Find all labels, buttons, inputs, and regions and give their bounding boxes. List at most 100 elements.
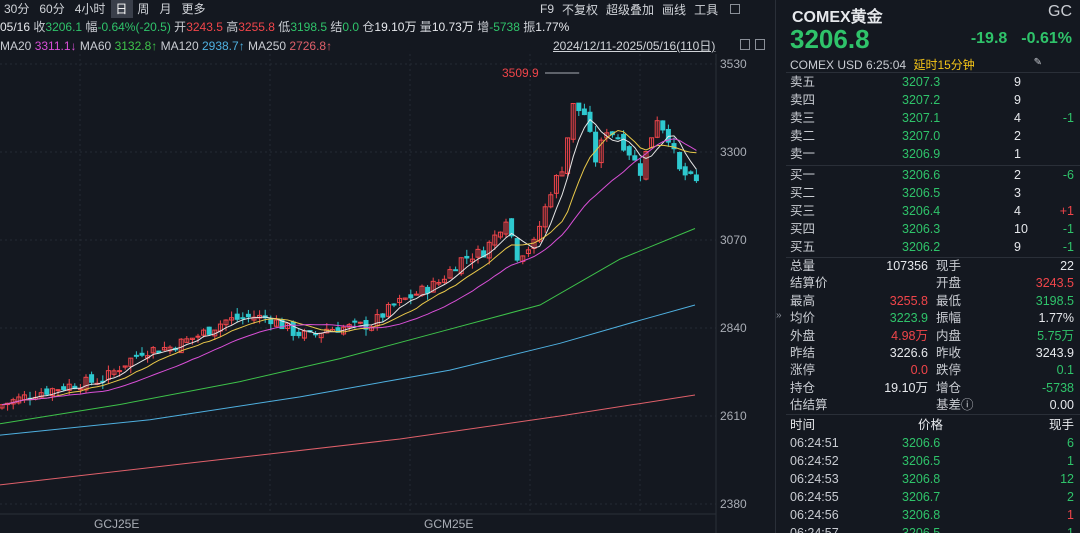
ma120-label: MA120 (160, 39, 199, 53)
edit-icon[interactable]: ✎ (1033, 57, 1042, 68)
bid-level-2[interactable]: 买二 3206.5 3 (786, 184, 1080, 202)
ask-p-cell: 3207.3 (902, 75, 941, 89)
ma5-line (1, 118, 697, 406)
chart-pane[interactable]: 30分 60分 4小时 日 周 月 更多 F9 不复权 超级叠加 画线 工具 0… (0, 0, 775, 533)
tab-30min[interactable]: 30分 (4, 2, 30, 16)
change-value: -19.8 (970, 30, 1008, 47)
ask-l-cell: 卖一 (790, 147, 816, 161)
candle-body (537, 225, 543, 242)
tab-more[interactable]: 更多 (181, 2, 206, 16)
tk-v-cell: 1 (1067, 454, 1074, 468)
candle-body (503, 221, 509, 235)
candle-body (565, 137, 571, 175)
candle-body (413, 293, 419, 296)
candle-body (441, 278, 447, 283)
tk-v-cell: 1 (1067, 508, 1074, 522)
no-adjust-button[interactable]: 不复权 (562, 2, 599, 17)
candle-body (44, 388, 50, 395)
super-overlay-button[interactable]: 超级叠加 (606, 2, 655, 17)
info-vol-label: 量 (419, 20, 432, 34)
candle-body (430, 280, 436, 293)
tab-daily[interactable]: 日 (111, 0, 134, 18)
stats-v2: 3198.5 (1035, 293, 1074, 308)
candle-body (111, 370, 117, 375)
candle-body (570, 103, 576, 140)
candlestick-chart[interactable]: 3530 3300 3070 2840 2610 2380 GCJ25E GCM25E 3509… (0, 54, 775, 533)
bid-v-cell: 4 (1014, 204, 1021, 218)
ask-p-cell: 3207.1 (902, 111, 941, 125)
candle-body (621, 133, 627, 151)
ask-level-3[interactable]: 卖三 3207.1 4 -1 (786, 109, 1080, 127)
quote-meta: COMEX USD 6:25:04 延时15分钟 (790, 56, 975, 73)
candle-body (425, 286, 431, 294)
candle-body (290, 321, 296, 336)
stats-table: 总量 107356 现手 22 结算价 开盘 3243.5 最高 3255.8 最低 3198.5 均… (786, 258, 1080, 415)
divider (786, 72, 1080, 73)
candle-body (486, 241, 492, 259)
tk-t-cell: 06:24:57 (790, 526, 839, 533)
stats-row: 估结算 基差ⓘ 0.00 (786, 397, 1080, 414)
tab-60min[interactable]: 60分 (39, 2, 65, 16)
candle-body (0, 404, 5, 409)
candle-body (195, 335, 201, 338)
ask-p-cell: 3206.9 (902, 147, 941, 161)
instrument-title: COMEX黄金 (792, 9, 883, 26)
ask-level-5[interactable]: 卖一 3206.9 1 (786, 145, 1080, 163)
bid-v-cell: 3 (1014, 186, 1021, 200)
y-tick-label: 3300 (720, 145, 747, 159)
collapse-chevron-icon[interactable]: » (776, 310, 782, 321)
bid-p-cell: 3206.3 (902, 222, 941, 236)
draw-line-button[interactable]: 画线 (662, 2, 687, 17)
info-high-label: 高 (226, 20, 239, 34)
pane-divider[interactable] (775, 0, 776, 533)
tab-4hour[interactable]: 4小时 (74, 2, 106, 16)
ma120-value: 2938.7↑ (201, 39, 245, 53)
bid-level-5[interactable]: 买五 3206.2 9 -1 (786, 238, 1080, 256)
zoom-out-icon[interactable] (740, 39, 750, 50)
tk-v-cell: 12 (1060, 472, 1074, 486)
stats-k2: 昨收 (936, 345, 962, 360)
candle-body (167, 346, 173, 352)
info-settle: 0.0 (342, 20, 360, 34)
info-high: 3255.8 (238, 20, 275, 34)
date-range-selector[interactable]: 2024/12/11-2025/05/16(110日) (553, 39, 716, 53)
ma60-line (0, 228, 696, 425)
stats-row: 结算价 开盘 3243.5 (786, 275, 1080, 292)
ma-legend: MA20 3311.1↓ MA60 3132.8↑ MA120 2938.7↑ … (0, 38, 775, 54)
candle-body (380, 313, 386, 318)
candle-body (559, 171, 565, 177)
candle-body (693, 174, 699, 182)
ask-level-1[interactable]: 卖五 3207.3 9 (786, 73, 1080, 91)
y-tick-label: 3530 (720, 57, 747, 71)
bid-level-3[interactable]: 买三 3206.4 4 +1 (786, 202, 1080, 220)
tab-weekly[interactable]: 周 (137, 2, 150, 16)
ask-p-cell: 3207.0 (902, 129, 941, 143)
candle-body (481, 250, 487, 258)
screen-icon[interactable] (730, 4, 741, 14)
ticks-header-time: 时间 (790, 418, 816, 432)
ask-level-4[interactable]: 卖二 3207.0 2 (786, 127, 1080, 145)
stats-row: 昨结 3226.6 昨收 3243.9 (786, 345, 1080, 362)
bid-level-1[interactable]: 买一 3206.6 2 -6 (786, 166, 1080, 184)
f9-button[interactable]: F9 (540, 2, 555, 16)
ma20-label: MA20 (0, 39, 32, 53)
tk-p-cell: 3206.5 (902, 454, 941, 468)
candle-body (61, 386, 67, 391)
candle-body (397, 297, 403, 304)
info-range: -0.64%(-20.5) (97, 20, 171, 34)
ask-l-cell: 卖二 (790, 129, 816, 143)
tab-monthly[interactable]: 月 (159, 2, 172, 16)
ask-level-2[interactable]: 卖四 3207.2 9 (786, 91, 1080, 109)
candle-body (133, 354, 139, 357)
candle-body (464, 255, 470, 259)
trade-ticks: 时间 价格 现手 06:24:51 3206.6 6 06:24:52 3206.5 1 0… (786, 416, 1080, 533)
ask-l-cell: 卖三 (790, 111, 816, 125)
tools-button[interactable]: 工具 (694, 2, 719, 17)
stats-k2: 开盘 (936, 276, 962, 291)
zoom-in-icon[interactable] (755, 39, 765, 50)
stats-row: 涨停 0.0 跌停 0.1 (786, 362, 1080, 379)
bid-level-4[interactable]: 买四 3206.3 10 -1 (786, 220, 1080, 238)
candle-body (475, 248, 481, 258)
bid-p-cell: 3206.4 (902, 204, 941, 218)
tk-t-cell: 06:24:53 (790, 472, 839, 486)
